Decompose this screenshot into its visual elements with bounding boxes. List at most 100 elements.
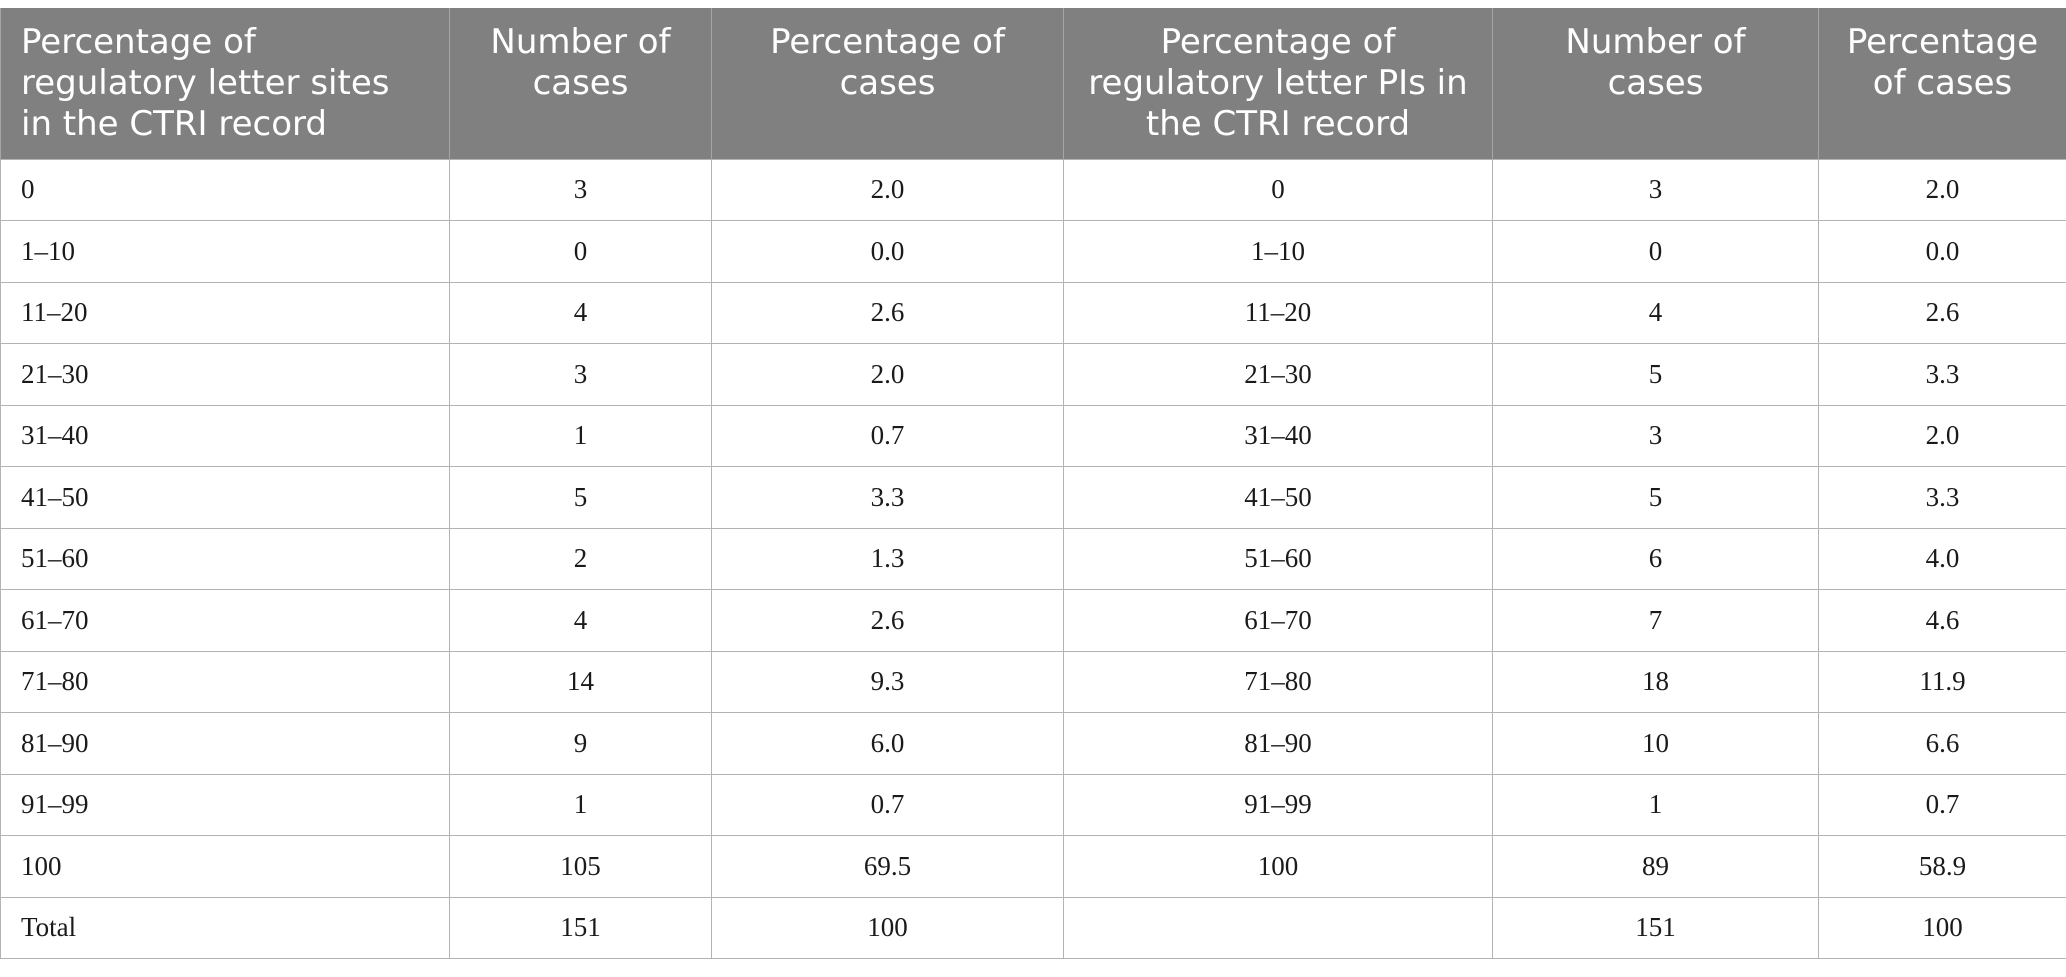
table-row: 21–30 3 2.0 21–30 5 3.3 — [0, 343, 2066, 406]
table-cell: 9 — [449, 712, 712, 775]
table-cell: 151 — [449, 896, 712, 959]
table-cell: 1 — [1492, 773, 1819, 836]
table-cell: 7 — [1492, 589, 1819, 652]
table-cell: 69.5 — [711, 835, 1064, 898]
column-header-pi-cases: Number of cases — [1492, 8, 1819, 159]
table-cell: 0.7 — [1818, 773, 2066, 836]
table-cell: 51–60 — [1063, 527, 1493, 590]
table-row: 51–60 2 1.3 51–60 6 4.0 — [0, 527, 2066, 590]
table-cell: 11–20 — [0, 281, 450, 344]
table-cell: 6.0 — [711, 712, 1064, 775]
table-cell: 41–50 — [1063, 466, 1493, 529]
column-header-site-cases: Number of cases — [449, 8, 712, 159]
table-cell: 81–90 — [0, 712, 450, 775]
table-cell: 100 — [1818, 896, 2066, 959]
table-cell: 21–30 — [0, 343, 450, 406]
table-cell: 4 — [449, 589, 712, 652]
table-cell: 31–40 — [0, 404, 450, 467]
table-row: 31–40 1 0.7 31–40 3 2.0 — [0, 404, 2066, 467]
table-cell: 3 — [449, 343, 712, 406]
table-row: 71–80 14 9.3 71–80 18 11.9 — [0, 650, 2066, 713]
table-cell: 0 — [1492, 220, 1819, 283]
table-cell: 3.3 — [711, 466, 1064, 529]
table-header: Percentage of regulatory letter sites in… — [0, 8, 2066, 159]
data-table: Percentage of regulatory letter sites in… — [0, 8, 2066, 959]
table-cell: 11–20 — [1063, 281, 1493, 344]
table-cell: 9.3 — [711, 650, 1064, 713]
table-cell: 14 — [449, 650, 712, 713]
table-row: 1–10 0 0.0 1–10 0 0.0 — [0, 220, 2066, 283]
table-cell: 11.9 — [1818, 650, 2066, 713]
table-cell: 4.0 — [1818, 527, 2066, 590]
table-row: 0 3 2.0 0 3 2.0 — [0, 158, 2066, 221]
table-cell: 5 — [1492, 343, 1819, 406]
table-cell: 2.0 — [1818, 158, 2066, 221]
table-row: 41–50 5 3.3 41–50 5 3.3 — [0, 466, 2066, 529]
column-header-pi-percentage: Percentage of regulatory letter PIs in t… — [1063, 8, 1493, 159]
table-cell: 151 — [1492, 896, 1819, 959]
table-cell: 0 — [449, 220, 712, 283]
table-cell: 1 — [449, 773, 712, 836]
table-row: 91–99 1 0.7 91–99 1 0.7 — [0, 773, 2066, 836]
table-cell: 105 — [449, 835, 712, 898]
table-cell: 100 — [1063, 835, 1493, 898]
table-cell: 0.7 — [711, 404, 1064, 467]
table-cell: 61–70 — [1063, 589, 1493, 652]
table-cell: 89 — [1492, 835, 1819, 898]
header-row: Percentage of regulatory letter sites in… — [0, 8, 2066, 159]
table-cell: 51–60 — [0, 527, 450, 590]
table-cell: 6 — [1492, 527, 1819, 590]
table-cell: 3 — [1492, 158, 1819, 221]
table-cell: 4 — [1492, 281, 1819, 344]
table-cell: 10 — [1492, 712, 1819, 775]
table-cell: 58.9 — [1818, 835, 2066, 898]
table-cell: 1–10 — [1063, 220, 1493, 283]
table-cell: 91–99 — [1063, 773, 1493, 836]
column-header-site-percentage: Percentage of regulatory letter sites in… — [0, 8, 450, 159]
table-row: 100 105 69.5 100 89 58.9 — [0, 835, 2066, 898]
data-table-container: Percentage of regulatory letter sites in… — [0, 8, 2066, 959]
table-cell: 100 — [0, 835, 450, 898]
table-cell: 1.3 — [711, 527, 1064, 590]
table-cell: 5 — [1492, 466, 1819, 529]
column-header-site-case-percentage: Percentage of cases — [711, 8, 1064, 159]
table-cell: 0.7 — [711, 773, 1064, 836]
table-cell: 31–40 — [1063, 404, 1493, 467]
table-cell: 0 — [0, 158, 450, 221]
table-body: 0 3 2.0 0 3 2.0 1–10 0 0.0 1–10 0 0.0 11–20 4 2.6 11–20… — [0, 158, 2066, 959]
table-cell: 2.6 — [711, 589, 1064, 652]
table-row: Total 151 100 151 100 — [0, 896, 2066, 959]
table-cell: 2.0 — [711, 158, 1064, 221]
table-cell: 2.6 — [711, 281, 1064, 344]
table-cell: 3.3 — [1818, 343, 2066, 406]
table-cell: 61–70 — [0, 589, 450, 652]
table-cell: 0 — [1063, 158, 1493, 221]
table-cell: 5 — [449, 466, 712, 529]
table-cell: 1 — [449, 404, 712, 467]
table-cell: 3 — [449, 158, 712, 221]
table-cell: Total — [0, 896, 450, 959]
table-cell: 2.0 — [711, 343, 1064, 406]
table-cell: 71–80 — [1063, 650, 1493, 713]
table-cell: 1–10 — [0, 220, 450, 283]
table-cell: 2.6 — [1818, 281, 2066, 344]
table-cell: 41–50 — [0, 466, 450, 529]
table-cell: 0.0 — [711, 220, 1064, 283]
table-cell: 21–30 — [1063, 343, 1493, 406]
table-row: 81–90 9 6.0 81–90 10 6.6 — [0, 712, 2066, 775]
table-cell: 2.0 — [1818, 404, 2066, 467]
table-cell: 0.0 — [1818, 220, 2066, 283]
table-cell: 4 — [449, 281, 712, 344]
table-cell: 18 — [1492, 650, 1819, 713]
table-cell: 91–99 — [0, 773, 450, 836]
table-cell: 3 — [1492, 404, 1819, 467]
table-row: 11–20 4 2.6 11–20 4 2.6 — [0, 281, 2066, 344]
column-header-pi-case-percentage: Percentage of cases — [1818, 8, 2066, 159]
table-cell: 3.3 — [1818, 466, 2066, 529]
table-cell: 81–90 — [1063, 712, 1493, 775]
table-cell: 100 — [711, 896, 1064, 959]
table-cell: 71–80 — [0, 650, 450, 713]
table-row: 61–70 4 2.6 61–70 7 4.6 — [0, 589, 2066, 652]
table-cell: 4.6 — [1818, 589, 2066, 652]
table-cell — [1063, 896, 1493, 959]
